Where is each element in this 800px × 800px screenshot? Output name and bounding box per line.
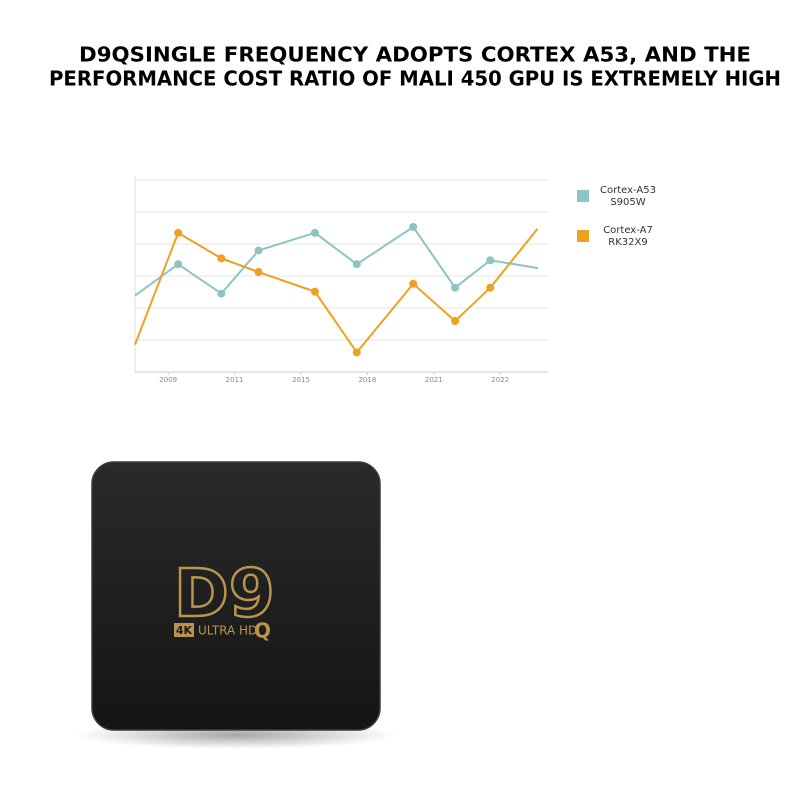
legend-label: S905W — [610, 197, 645, 208]
x-tick-label: 2015 — [292, 376, 310, 384]
x-tick-label: 2021 — [425, 376, 443, 384]
legend-label: Cortex-A53 — [600, 185, 656, 196]
point — [254, 246, 263, 255]
point — [217, 254, 226, 263]
legend-label: Cortex-A7 — [603, 225, 653, 236]
legend-swatch — [577, 230, 589, 242]
x-tick-label: 2022 — [491, 376, 509, 384]
point — [352, 260, 361, 269]
product: D9 Q 4K ULTRA HD — [76, 461, 396, 749]
badge: 4K — [176, 624, 193, 637]
x-tick-label: 2018 — [358, 376, 376, 384]
point — [409, 279, 418, 288]
point — [409, 222, 418, 231]
point — [352, 348, 361, 357]
logo-suffix: Q — [254, 619, 271, 643]
series-line — [134, 228, 539, 355]
point — [451, 317, 460, 326]
point — [310, 228, 319, 237]
point — [174, 260, 183, 269]
badge-text: ULTRA HD — [198, 624, 257, 638]
point — [486, 256, 495, 265]
point — [451, 283, 460, 292]
legend-swatch — [577, 190, 589, 202]
point — [486, 283, 495, 292]
grid — [135, 179, 548, 341]
x-tick-label: 2011 — [226, 376, 244, 384]
logo: D9 — [174, 555, 275, 632]
title-line: D9QSINGLE FREQUENCY ADOPTS CORTEX A53, A… — [79, 43, 751, 67]
point — [254, 268, 263, 277]
x-tick-label: 2009 — [159, 376, 177, 384]
point — [174, 228, 183, 237]
point — [310, 287, 319, 296]
title-line: PERFORMANCE COST RATIO OF MALI 450 GPU I… — [49, 67, 781, 91]
legend-label: RK32X9 — [608, 237, 647, 248]
point — [217, 289, 226, 298]
series-line — [134, 225, 539, 297]
